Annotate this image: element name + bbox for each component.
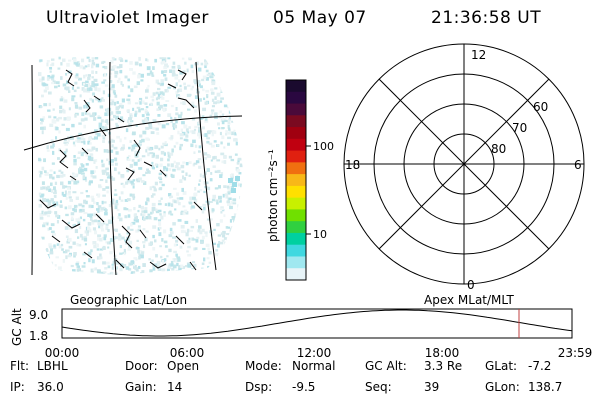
coastline-segment [51,235,61,243]
colorbar-tick-10: 10 [313,228,327,241]
info-value: 14 [167,380,183,394]
mlat-label-60: 60 [533,100,548,114]
mlt-label-12: 12 [471,48,486,62]
mlt-label-6: 6 [574,158,582,172]
colorbar-band [286,256,306,269]
time-tick-2359: 23:59 [558,346,593,360]
coastline-segment [117,117,125,123]
coastline-segment [95,213,105,223]
info-label: Mode: [245,359,282,373]
coastline-segment [61,219,81,229]
colorbar-tick-100: 100 [313,140,334,153]
info-label: GLon: [485,380,520,394]
coastline-segment [143,161,153,167]
info-label: Dsp: [245,380,273,394]
colorbar-band [286,162,306,175]
colorbar-band [286,91,306,105]
coastline-segment [83,251,93,259]
coastline-outlines [39,69,203,271]
colorbar-band [286,127,306,140]
info-value: LBHL [37,359,68,373]
altitude-ytick-9: 9.0 [29,308,48,322]
coastline-segment [177,97,195,109]
meridian-line [31,64,33,276]
meridian-line [109,61,117,276]
mlt-label-0: 0 [467,278,475,292]
info-label: Seq: [365,380,392,394]
mlt-label-18: 18 [345,158,360,172]
coastline-segment [167,83,177,89]
info-value: Open [167,359,200,373]
colorbar-band [286,244,306,257]
colorbar-band [286,197,306,210]
coastline-segment [193,201,203,211]
coastline-segment [69,175,77,181]
altitude-axis-title: GC Alt [10,308,24,346]
colorbar-band [286,209,306,222]
coastline-segment [81,147,89,155]
date-label: 05 May 07 [273,8,367,28]
time-tick-12: 12:00 [297,346,332,360]
info-value: 3.3 Re [424,359,463,373]
coastline-segment [125,167,135,181]
coastline-segment [83,99,91,113]
coastline-segment [139,229,147,239]
info-value: 36.0 [37,380,64,394]
colorbar-unit-label: photon cm⁻²s⁻¹ [266,149,280,242]
left-plot-label: Geographic Lat/Lon [70,293,188,307]
altitude-curve [61,309,573,337]
coastline-segment [149,261,167,269]
instrument-title: Ultraviolet Imager [46,8,209,28]
right-plot-label: Apex MLat/MLT [424,293,514,307]
coastline-segment [177,69,187,81]
colorbar-band [286,232,306,246]
info-value: -7.2 [528,359,552,373]
info-value: Normal [292,359,336,373]
time-tick-00: 00:00 [45,346,80,360]
info-label: IP: [10,380,25,394]
altitude-ytick-1.8: 1.8 [29,329,48,343]
colorbar-band [286,150,306,163]
info-label: GC Alt: [365,359,407,373]
colorbar-band [286,221,306,234]
coastline-segment [39,199,57,209]
info-label: Door: [125,359,158,373]
coastline-segment [59,149,69,169]
time-tick-06: 06:00 [170,346,205,360]
mlat-label-70: 70 [512,121,527,135]
colorbar-band [286,115,306,128]
colorbar-band [286,103,306,116]
time-label: 21:36:58 UT [431,8,542,28]
coastline-segment [121,225,133,249]
info-value: -9.5 [292,380,316,394]
info-value: 39 [424,380,440,394]
coastline-segment [133,139,141,157]
colorbar-band [286,138,306,152]
coastline-segment [99,127,107,137]
colorbar-band [286,185,306,199]
colorbar-band [286,80,306,93]
colorbar-band [286,174,306,187]
coastline-segment [189,261,197,271]
meridian-line [195,61,217,271]
coastline-segment [65,69,75,87]
info-label: Gain: [125,380,157,394]
coastline-segment [115,259,125,269]
info-value: 138.7 [528,380,563,394]
coastline-segment [159,169,167,177]
info-label: GLat: [485,359,518,373]
colorbar-band [286,268,306,281]
info-label: Flt: [10,359,29,373]
coastline-segment [175,235,185,245]
time-tick-18: 18:00 [425,346,460,360]
coastline-segment [93,95,101,101]
mlat-label-80: 80 [491,142,506,156]
latitude-line [23,115,243,151]
